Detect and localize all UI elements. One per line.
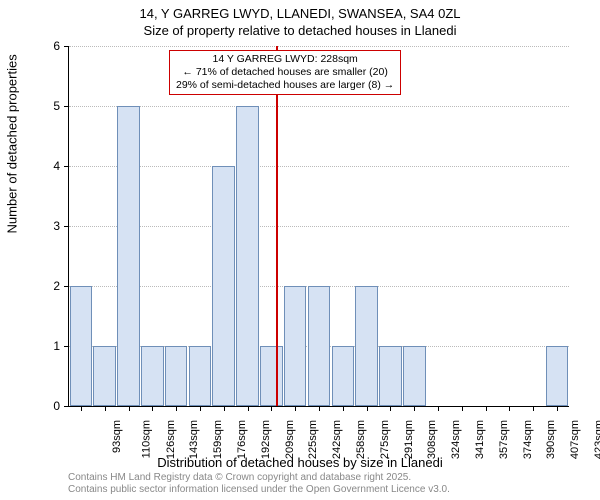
xtick-label: 242sqm <box>331 420 343 459</box>
y-axis-label: Number of detached properties <box>5 54 20 233</box>
gridline <box>69 106 569 107</box>
xtick-mark <box>81 406 82 411</box>
xtick-label: 93sqm <box>111 420 123 453</box>
xtick-mark <box>200 406 201 411</box>
histogram-bar <box>70 286 93 406</box>
ytick-label: 1 <box>0 339 60 353</box>
xtick-mark <box>224 406 225 411</box>
gridline <box>69 166 569 167</box>
xtick-label: 324sqm <box>450 420 462 459</box>
xtick-mark <box>295 406 296 411</box>
xtick-label: 192sqm <box>260 420 272 459</box>
title-line2: Size of property relative to detached ho… <box>144 23 457 38</box>
xtick-mark <box>176 406 177 411</box>
xtick-label: 110sqm <box>140 420 152 458</box>
gridline <box>69 46 569 47</box>
footer-line2: Contains public sector information licen… <box>68 484 450 495</box>
histogram-bar <box>212 166 235 406</box>
title-line1: 14, Y GARREG LWYD, LLANEDI, SWANSEA, SA4… <box>139 6 460 21</box>
xtick-mark <box>509 406 510 411</box>
xtick-label: 176sqm <box>236 420 248 459</box>
xtick-label: 143sqm <box>188 420 200 459</box>
ytick-mark <box>64 406 69 407</box>
xtick-mark <box>271 406 272 411</box>
xtick-label: 291sqm <box>403 420 415 459</box>
xtick-mark <box>129 406 130 411</box>
ytick-mark <box>64 286 69 287</box>
xtick-label: 357sqm <box>498 420 510 459</box>
histogram-chart: 14 Y GARREG LWYD: 228sqm← 71% of detache… <box>68 46 569 407</box>
histogram-bar <box>260 346 283 406</box>
ytick-label: 0 <box>0 399 60 413</box>
histogram-bar <box>189 346 212 406</box>
xtick-mark <box>414 406 415 411</box>
xtick-mark <box>319 406 320 411</box>
ytick-mark <box>64 106 69 107</box>
marker-line <box>276 46 278 406</box>
xtick-label: 374sqm <box>522 420 534 459</box>
histogram-bar <box>403 346 426 406</box>
xtick-mark <box>390 406 391 411</box>
histogram-bar <box>284 286 307 406</box>
xtick-label: 126sqm <box>165 420 177 459</box>
footer-attribution: Contains HM Land Registry data © Crown c… <box>68 472 450 496</box>
ytick-label: 3 <box>0 219 60 233</box>
xtick-mark <box>557 406 558 411</box>
xtick-mark <box>438 406 439 411</box>
histogram-bar <box>141 346 164 406</box>
xtick-mark <box>248 406 249 411</box>
ytick-label: 2 <box>0 279 60 293</box>
histogram-bar <box>332 346 355 406</box>
histogram-bar <box>93 346 116 406</box>
annotation-box: 14 Y GARREG LWYD: 228sqm← 71% of detache… <box>169 50 401 95</box>
histogram-bar <box>355 286 378 406</box>
annot-line1: 14 Y GARREG LWYD: 228sqm <box>212 53 357 65</box>
xtick-mark <box>152 406 153 411</box>
histogram-bar <box>117 106 140 406</box>
xtick-mark <box>343 406 344 411</box>
xtick-mark <box>367 406 368 411</box>
histogram-bar <box>165 346 188 406</box>
xtick-mark <box>486 406 487 411</box>
ytick-label: 5 <box>0 99 60 113</box>
footer-line1: Contains HM Land Registry data © Crown c… <box>68 472 411 483</box>
xtick-label: 159sqm <box>212 420 224 459</box>
ytick-mark <box>64 346 69 347</box>
histogram-bar <box>546 346 569 406</box>
ytick-label: 6 <box>0 39 60 53</box>
xtick-label: 209sqm <box>284 420 296 459</box>
annot-line2: ← 71% of detached houses are smaller (20… <box>182 66 387 78</box>
histogram-bar <box>308 286 331 406</box>
xtick-label: 275sqm <box>379 420 391 459</box>
histogram-bar <box>236 106 259 406</box>
xtick-mark <box>533 406 534 411</box>
xtick-label: 258sqm <box>355 420 367 459</box>
annot-line3: 29% of semi-detached houses are larger (… <box>176 79 394 91</box>
histogram-bar <box>379 346 402 406</box>
xtick-label: 407sqm <box>569 420 581 459</box>
ytick-mark <box>64 166 69 167</box>
ytick-mark <box>64 226 69 227</box>
xtick-label: 308sqm <box>427 420 439 459</box>
xtick-mark <box>105 406 106 411</box>
ytick-label: 4 <box>0 159 60 173</box>
xtick-mark <box>462 406 463 411</box>
xtick-label: 423sqm <box>593 420 600 459</box>
gridline <box>69 226 569 227</box>
ytick-mark <box>64 46 69 47</box>
xtick-label: 390sqm <box>546 420 558 459</box>
xtick-label: 225sqm <box>308 420 320 459</box>
xtick-label: 341sqm <box>474 420 486 459</box>
